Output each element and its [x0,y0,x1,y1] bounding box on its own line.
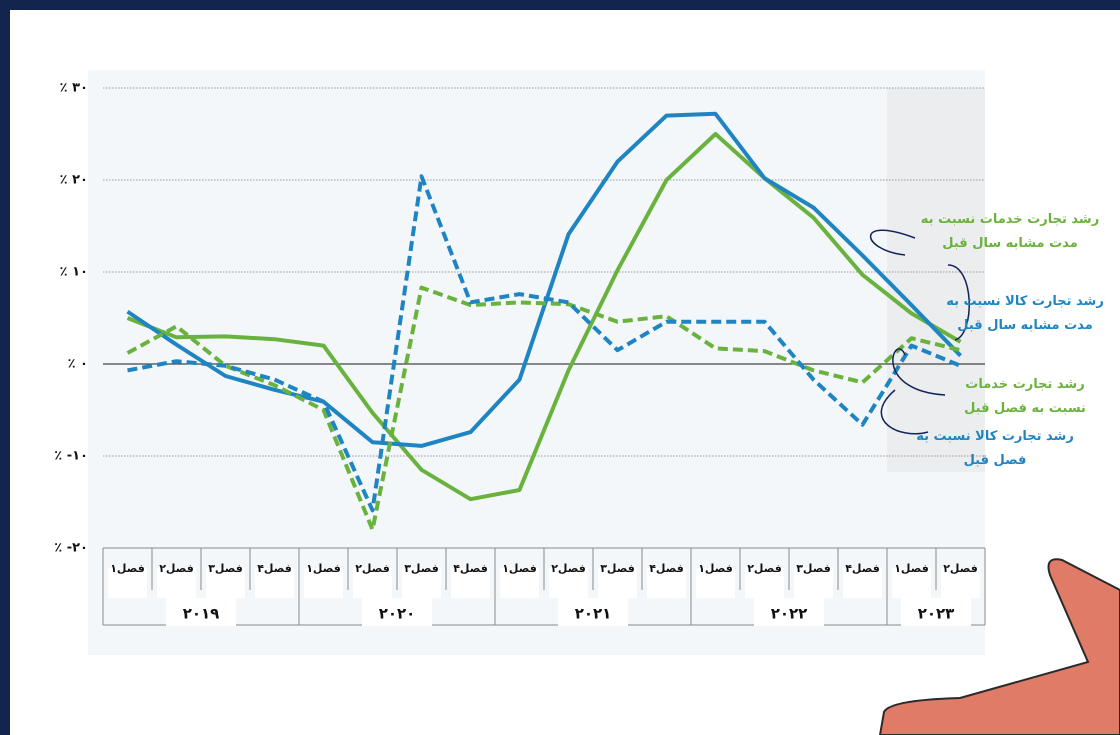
x-tick-label: فصل۳ [600,562,635,575]
x-tick-label: فصل۳ [404,562,439,575]
x-tick-label: فصل۲ [943,562,978,575]
y-tick-label: ٪ -۲۰ [54,541,88,556]
x-tick-label: فصل۴ [845,562,880,575]
x-tick-label: فصل۴ [649,562,684,575]
x-tick-label: فصل۴ [257,562,292,575]
x-tick-label: فصل۴ [453,562,488,575]
series-annotation: رشد تجارت خدمات نسبت به مدت مشابه سال قب… [920,208,1100,256]
x-tick-label: فصل۲ [159,562,194,575]
x-group-label: ۲۰۲۲ [771,605,808,623]
x-tick-label: فصل۳ [796,562,831,575]
series-annotation: رشد تجارت کالا نسبت به فصل قبل [915,425,1075,473]
series-annotation: رشد تجارت خدمات نسبت به فصل قبل [945,373,1105,421]
chart: ٪ -۲۰ ٪ -۱۰ ٪ ۰ ٪ ۱۰ ٪ ۲۰ ٪ ۳۰ فصل۱ فصل۲ فصل۳ فصل… [0,0,1120,735]
x-tick-label: فصل۳ [208,562,243,575]
x-group-label: ۲۰۲۳ [918,605,955,623]
x-tick-label: فصل۲ [551,562,586,575]
x-tick-label: فصل۱ [110,562,145,575]
y-tick-label: ٪ ۳۰ [60,81,88,96]
x-tick-label: فصل۱ [698,562,733,575]
x-tick-label: فصل۲ [747,562,782,575]
y-tick-label: ٪ -۱۰ [54,449,88,464]
x-tick-label: فصل۱ [306,562,341,575]
x-tick-label: فصل۱ [502,562,537,575]
y-tick-label: ٪ ۲۰ [60,173,88,188]
x-tick-label: فصل۲ [355,562,390,575]
x-tick-label: فصل۱ [894,562,929,575]
y-tick-label: ٪ ۰ [68,357,88,372]
x-group-label: ۲۰۲۱ [575,605,612,623]
series-annotation: رشد تجارت کالا نسبت به مدت مشابه سال قبل [935,290,1115,338]
y-tick-label: ٪ ۱۰ [60,265,88,280]
x-group-label: ۲۰۱۹ [183,605,220,623]
x-group-label: ۲۰۲۰ [379,605,416,623]
